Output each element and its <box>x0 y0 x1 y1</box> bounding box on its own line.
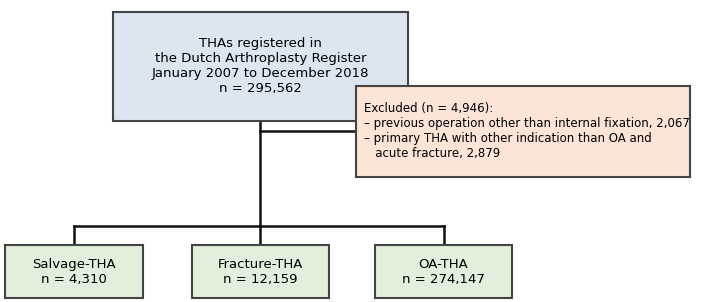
Text: Fracture-THA
n = 12,159: Fracture-THA n = 12,159 <box>218 258 303 286</box>
FancyBboxPatch shape <box>356 86 690 177</box>
FancyBboxPatch shape <box>5 245 142 298</box>
FancyBboxPatch shape <box>113 12 408 121</box>
FancyBboxPatch shape <box>375 245 513 298</box>
Text: OA-THA
n = 274,147: OA-THA n = 274,147 <box>402 258 485 286</box>
Text: THAs registered in
the Dutch Arthroplasty Register
January 2007 to December 2018: THAs registered in the Dutch Arthroplast… <box>152 37 369 95</box>
Text: Excluded (n = 4,946):
– previous operation other than internal fixation, 2,067
–: Excluded (n = 4,946): – previous operati… <box>364 102 690 160</box>
Text: Salvage-THA
n = 4,310: Salvage-THA n = 4,310 <box>32 258 115 286</box>
FancyBboxPatch shape <box>191 245 329 298</box>
